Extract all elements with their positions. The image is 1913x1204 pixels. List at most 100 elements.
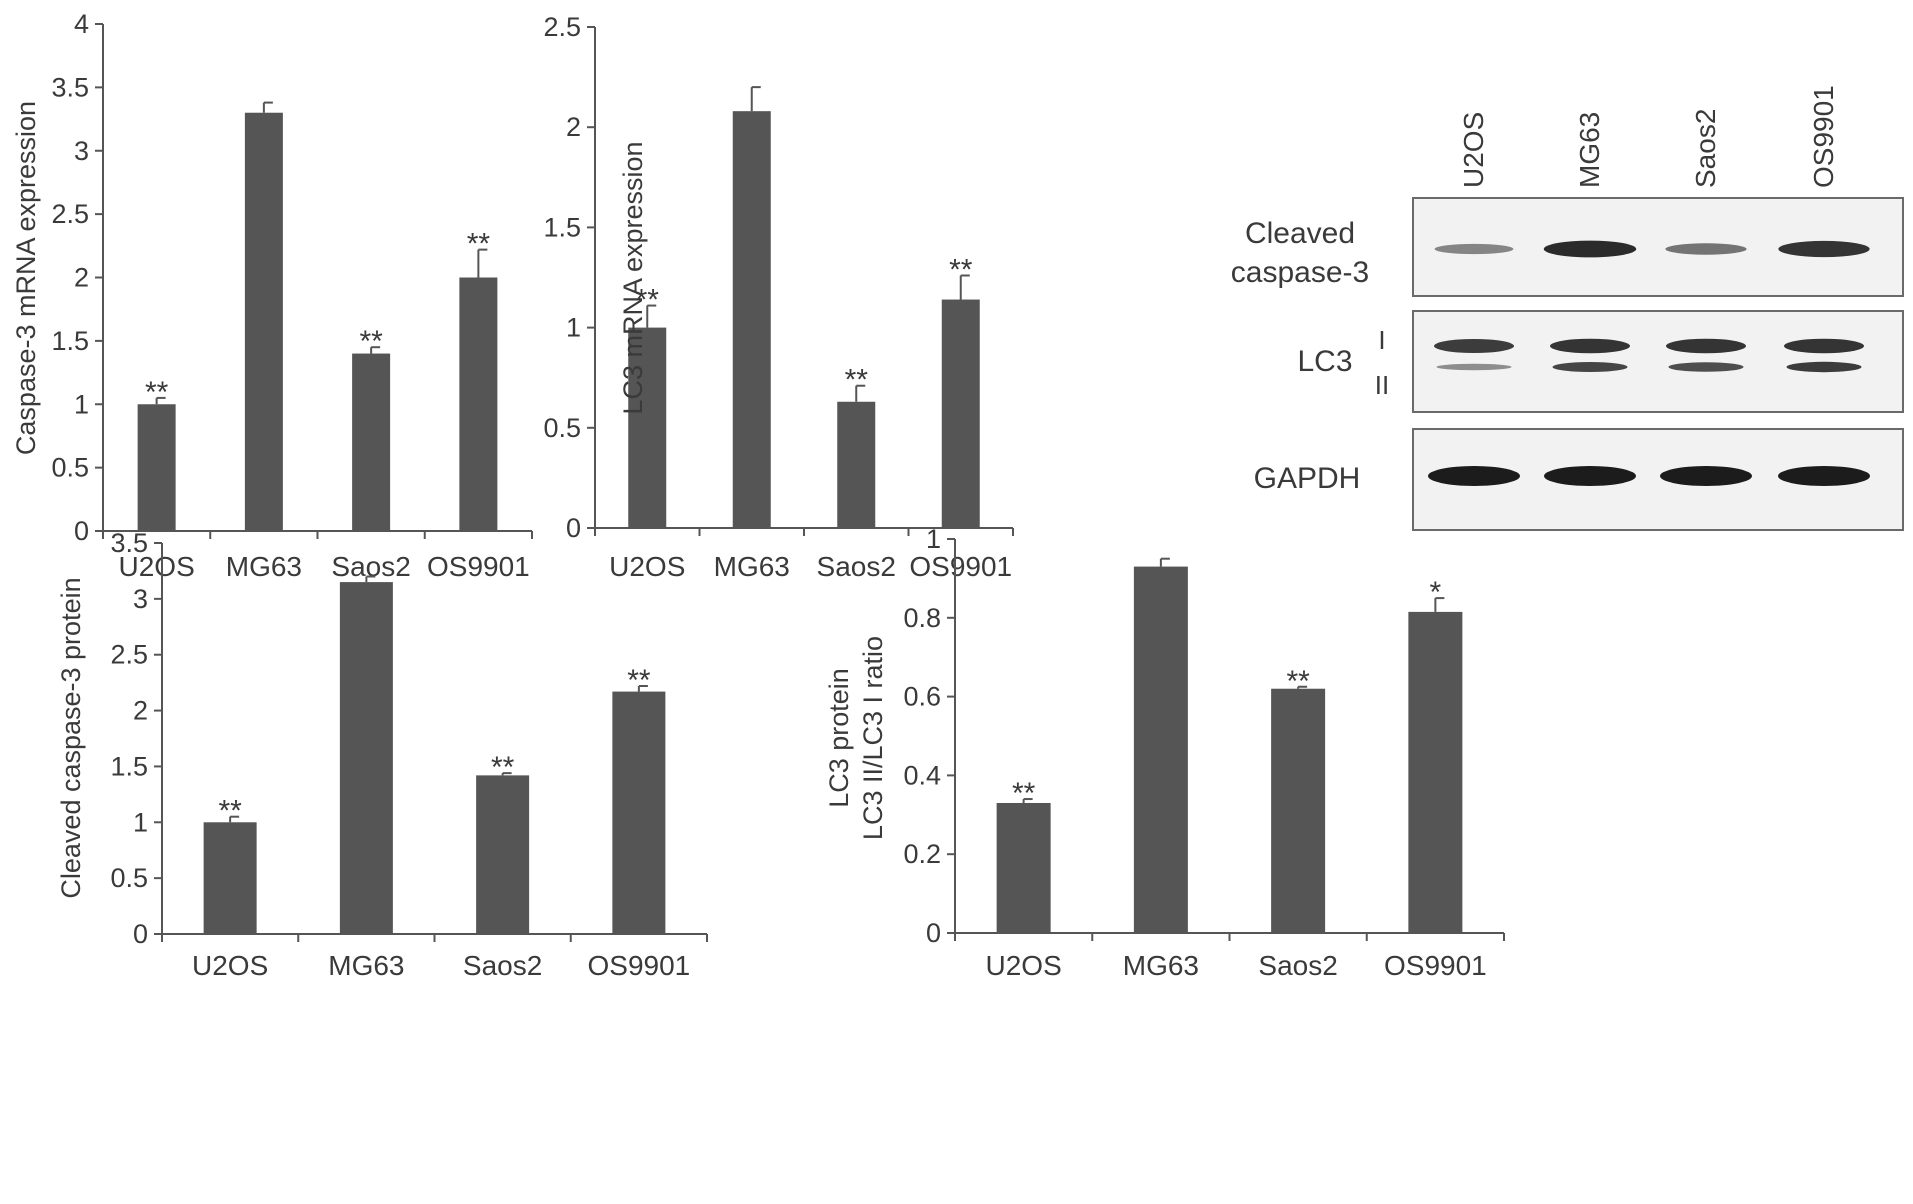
lane-label-saos2: Saos2 [1690,109,1721,188]
y-tick-label: 0 [926,918,941,948]
significance-label: ** [845,364,869,397]
blot-label: Cleaved [1245,217,1355,250]
y-tick-label: 0.2 [903,839,941,869]
chart-1: 00.511.522.533.54**U2OS MG63**Saos2**OS99… [11,9,533,582]
band-gapdh [1778,466,1870,486]
y-axis-title-line: LC3 protein [824,668,854,808]
blot-label: LC3 [1297,345,1352,378]
x-tick-label: MG63 [226,551,302,582]
y-tick-label: 1 [74,389,89,419]
y-tick-label: 0.8 [903,603,941,633]
bar-u2os [137,404,176,531]
y-axis-title: LC3 protein LC3 II/LC3 I ratio [824,636,888,840]
blot-frame [1412,310,1904,413]
y-tick-label: 2 [74,263,89,293]
bar-os9901 [612,691,666,934]
x-tick-label: U2OS [609,551,685,582]
bar-mg63 [1133,566,1188,933]
western-blot: U2OS MG63 Saos2 OS9901 Cleaved caspase-3 LC3 II… [1231,85,1904,531]
bar-u2os [996,802,1051,933]
y-tick-label: 2.5 [543,12,581,42]
band-cleaved-caspase-3 [1543,240,1637,258]
y-tick-label: 3 [74,136,89,166]
band-cleaved-caspase-3 [1434,243,1514,255]
band-lc3-ii [1668,362,1744,372]
lane-label-os9901: OS9901 [1808,85,1839,188]
x-tick-label: OS9901 [1384,950,1487,981]
y-tick-label: 0 [133,919,148,949]
lane-label-u2os: U2OS [1458,112,1489,188]
x-tick-label: Saos2 [817,551,896,582]
x-tick-label: MG63 [1123,950,1199,981]
significance-label: ** [1012,777,1036,810]
significance-label: ** [627,664,651,697]
x-tick-label: OS9901 [427,551,530,582]
x-tick-label: U2OS [119,551,195,582]
y-tick-label: 2 [133,696,148,726]
x-tick-label: MG63 [714,551,790,582]
y-tick-label: 0 [566,513,581,543]
y-tick-label: 2.5 [51,199,89,229]
y-tick-label: 2 [566,112,581,142]
band-lc3-i [1784,338,1864,354]
y-tick-label: 3.5 [51,72,89,102]
y-tick-label: 1 [133,807,148,837]
chart-4: 0 0.2 0.4 0.6 0.8 1 ** U2OS MG63 ** Saos2 * OS9901 LC… [824,524,1505,981]
significance-label: ** [949,253,973,286]
y-tick-label: 1.5 [51,326,89,356]
band-cleaved-caspase-3 [1665,243,1747,255]
significance-label: ** [467,228,491,261]
significance-label: ** [218,795,242,828]
y-tick-label: 0.5 [51,453,89,483]
bar-saos2 [1271,688,1326,933]
y-tick-label: 0.6 [903,682,941,712]
bar-saos2 [352,353,391,531]
bar-mg63 [732,111,771,528]
band-lc3-ii [1436,363,1512,371]
significance-label: * [1430,576,1442,609]
band-gapdh [1660,466,1752,486]
bar-os9901 [1408,611,1463,933]
bar-saos2 [837,401,876,528]
significance-label: ** [145,376,169,409]
blot-sublabel: II [1375,370,1389,400]
y-axis-title: Cleaved caspase-3 protein [56,577,86,898]
y-tick-label: 1.5 [543,212,581,242]
bar-saos2 [476,775,530,934]
x-tick-label: U2OS [986,950,1062,981]
y-tick-label: 4 [74,9,89,39]
x-tick-label: Saos2 [463,950,542,981]
blot-label: caspase-3 [1231,256,1369,289]
band-gapdh [1428,466,1520,486]
y-tick-label: 1 [926,524,941,554]
chart-3: 0 0.5 1 1.5 2 2.5 3 3.5 ** U2OS MG63 ** Saos2 ** OS990… [56,528,708,981]
band-lc3-i [1666,338,1746,354]
blot-panel-1: Cleaved caspase-3 [1231,197,1904,297]
y-tick-label: 1 [566,313,581,343]
band-lc3-i [1434,339,1514,353]
lane-label-mg63: MG63 [1574,112,1605,188]
blot-panel-3: GAPDH [1254,428,1904,531]
y-tick-label: 3.5 [110,528,148,558]
y-tick-label: 3 [133,584,148,614]
y-tick-label: 0.5 [543,413,581,443]
bar-os9901 [459,277,498,531]
x-tick-label: Saos2 [1258,950,1337,981]
band-lc3-i [1550,338,1630,354]
x-tick-label: OS9901 [909,551,1012,582]
blot-sublabel: I [1378,325,1385,355]
y-tick-label: 2.5 [110,640,148,670]
y-axis-title: LC3 mRNA expression [618,141,648,414]
band-lc3-ii [1786,361,1862,373]
band-lc3-ii [1552,362,1628,372]
y-tick-label: 0.4 [903,760,941,790]
y-tick-label: 0.5 [110,863,148,893]
x-tick-label: OS9901 [588,950,691,981]
y-tick-label: 0 [74,516,89,546]
bar-u2os [628,327,667,528]
significance-label: ** [359,325,383,358]
y-tick-label: 1.5 [110,751,148,781]
y-axis-title-line: LC3 II/LC3 I ratio [858,636,888,840]
bar-mg63 [244,112,283,531]
